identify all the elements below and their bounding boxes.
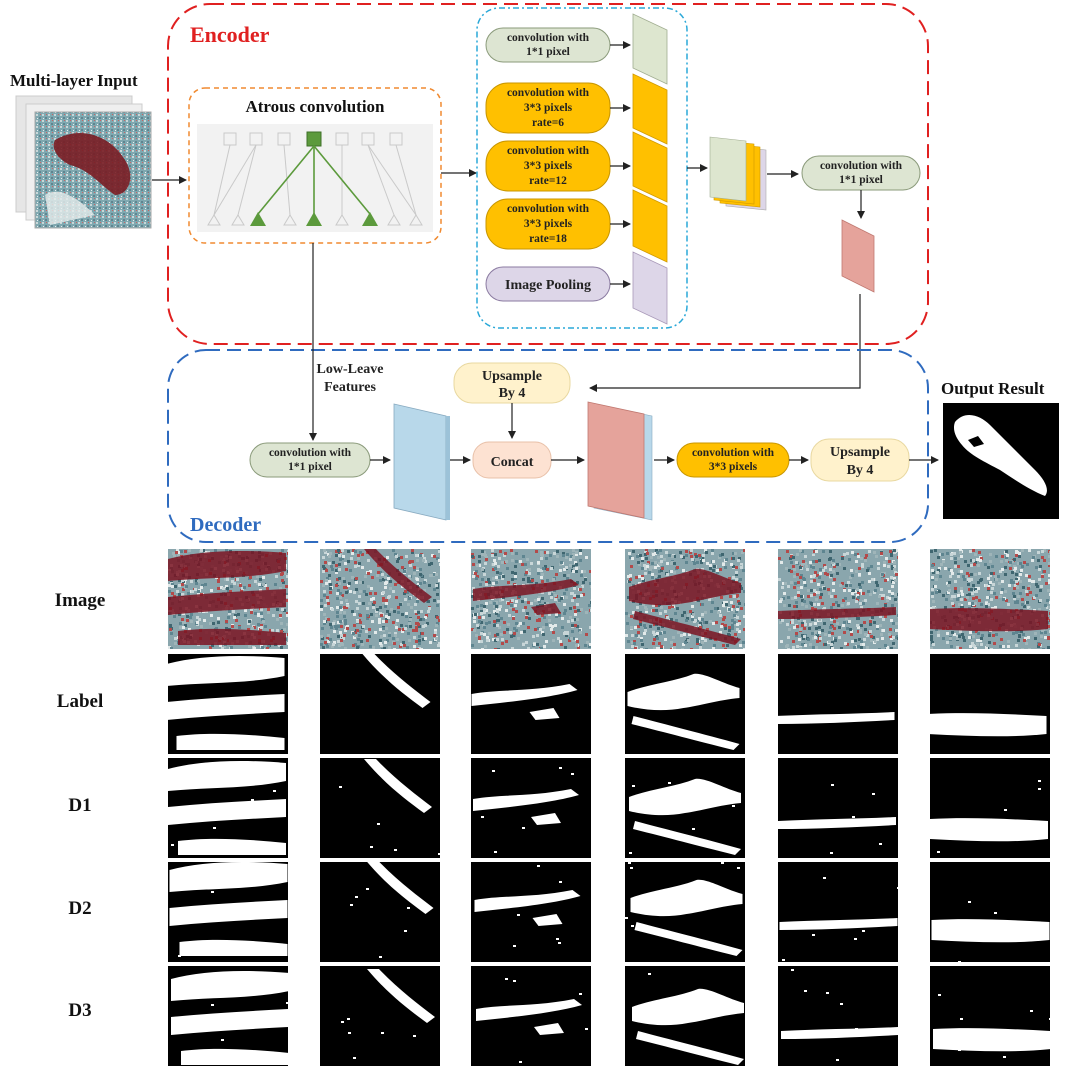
aspp-rate18-line1: convolution with <box>507 203 590 215</box>
row-label-label: Label <box>56 691 104 712</box>
upsample-top-line1: Upsample <box>482 369 542 384</box>
aspp-rate12-line2: 3*3 pixels <box>524 160 573 172</box>
segmentation-mask-tile <box>930 758 1050 858</box>
aspp-feature-1x1 <box>632 13 668 85</box>
post-conv-line2: 1*1 pixel <box>839 174 883 186</box>
decoder-conv3x3-box: convolution with 3*3 pixels <box>676 442 790 478</box>
multi-layer-input: Multi-layer Input <box>10 71 152 229</box>
aspp-branch-rate18: convolution with 3*3 pixels rate=18 <box>485 198 611 250</box>
post-aspp-conv-box: convolution with 1*1 pixel <box>801 155 921 191</box>
segmentation-mask-tile <box>625 758 745 858</box>
segmentation-mask-tile <box>778 758 898 858</box>
encoder-title: Encoder <box>190 22 270 47</box>
aspp-feature-rate12 <box>632 131 668 203</box>
output-result-image <box>943 403 1059 519</box>
segmentation-mask-tile <box>778 862 898 962</box>
decoder-conv1-line2: 1*1 pixel <box>288 461 332 473</box>
segmentation-mask-tile <box>930 654 1050 754</box>
segmentation-mask-tile <box>930 966 1050 1066</box>
decoder-conv1-line1: convolution with <box>269 447 352 459</box>
concat-feature <box>587 401 653 521</box>
segmentation-mask-tile <box>778 966 898 1066</box>
encoder-frame <box>167 3 929 345</box>
concat-feature-stack <box>709 136 767 211</box>
segmentation-mask-tile <box>168 654 288 754</box>
segmentation-mask-tile <box>625 862 745 962</box>
aspp-branch-rate12: convolution with 3*3 pixels rate=12 <box>485 140 611 192</box>
aspp-rate12-line3: rate=12 <box>529 175 567 187</box>
segmentation-mask-tile <box>778 654 898 754</box>
aspp-branch-rate6: convolution with 3*3 pixels rate=6 <box>485 82 611 134</box>
upsample-top-box: Upsample By 4 <box>453 362 571 404</box>
segmentation-mask-tile <box>320 862 440 962</box>
output-label: Output Result <box>941 379 1045 398</box>
decoder-frame <box>167 349 929 543</box>
decoder-title: Decoder <box>190 514 261 536</box>
post-conv-line1: convolution with <box>820 160 903 172</box>
low-level-feature <box>393 403 450 521</box>
sar-image-tile <box>320 549 440 649</box>
encoder-output-feature <box>841 219 875 293</box>
aspp-feature-pooling <box>632 251 668 325</box>
segmentation-mask-tile <box>168 758 288 858</box>
row-label-image: Image <box>54 590 106 611</box>
sar-image-tile <box>930 549 1050 649</box>
aspp-rate6-line1: convolution with <box>507 87 590 99</box>
sar-image-tile <box>471 549 591 649</box>
aspp-rate6-line2: 3*3 pixels <box>524 102 573 114</box>
concat-box: Concat <box>472 441 552 479</box>
aspp-rate6-line3: rate=6 <box>532 117 564 129</box>
aspp-branch-1x1: convolution with 1*1 pixel <box>485 27 611 63</box>
segmentation-mask-tile <box>930 862 1050 962</box>
decoder-conv3-line2: 3*3 pixels <box>709 461 758 473</box>
aspp-rate18-line2: 3*3 pixels <box>524 218 573 230</box>
segmentation-mask-tile <box>320 966 440 1066</box>
row-label-d1: D1 <box>68 795 92 816</box>
aspp-rate18-line3: rate=18 <box>529 233 567 245</box>
segmentation-mask-tile <box>320 654 440 754</box>
aspp-1x1-line2: 1*1 pixel <box>526 46 570 58</box>
segmentation-mask-tile <box>168 966 288 1066</box>
segmentation-mask-tile <box>471 862 591 962</box>
atrous-label: Atrous convolution <box>245 97 385 116</box>
segmentation-mask-tile <box>625 966 745 1066</box>
low-level-label-line1: Low-Leave <box>317 362 384 377</box>
segmentation-mask-tile <box>471 966 591 1066</box>
decoder-conv3-line1: convolution with <box>692 447 775 459</box>
row-label-d2: D2 <box>68 898 92 919</box>
segmentation-mask-tile <box>168 862 288 962</box>
aspp-feature-rate6 <box>632 73 668 145</box>
low-level-label-line2: Features <box>324 380 376 395</box>
architecture-diagram: Encoder Multi-layer Input Atrous convolu… <box>10 3 1059 543</box>
segmentation-mask-tile <box>471 758 591 858</box>
image-pooling-label: Image Pooling <box>505 278 591 293</box>
aspp-rate12-line1: convolution with <box>507 145 590 157</box>
upsample-right-box: Upsample By 4 <box>810 438 910 482</box>
upsample-right-line2: By 4 <box>847 463 874 478</box>
concat-label: Concat <box>491 455 534 470</box>
aspp-1x1-line1: convolution with <box>507 32 590 44</box>
sar-image-tile <box>778 549 898 649</box>
segmentation-mask-tile <box>625 654 745 754</box>
upsample-top-line2: By 4 <box>499 386 526 401</box>
sar-image-tile <box>168 549 288 649</box>
segmentation-mask-tile <box>320 758 440 858</box>
atrous-illustration <box>197 124 433 232</box>
decoder-conv1x1-box: convolution with 1*1 pixel <box>249 442 371 478</box>
atrous-frame <box>188 87 442 244</box>
row-label-d3: D3 <box>68 1000 92 1021</box>
segmentation-mask-tile <box>471 654 591 754</box>
input-label: Multi-layer Input <box>10 71 138 90</box>
sar-image-tile <box>625 549 745 649</box>
upsample-right-line1: Upsample <box>830 445 890 460</box>
aspp-feature-rate18 <box>632 189 668 263</box>
image-pooling-box: Image Pooling <box>485 266 611 302</box>
